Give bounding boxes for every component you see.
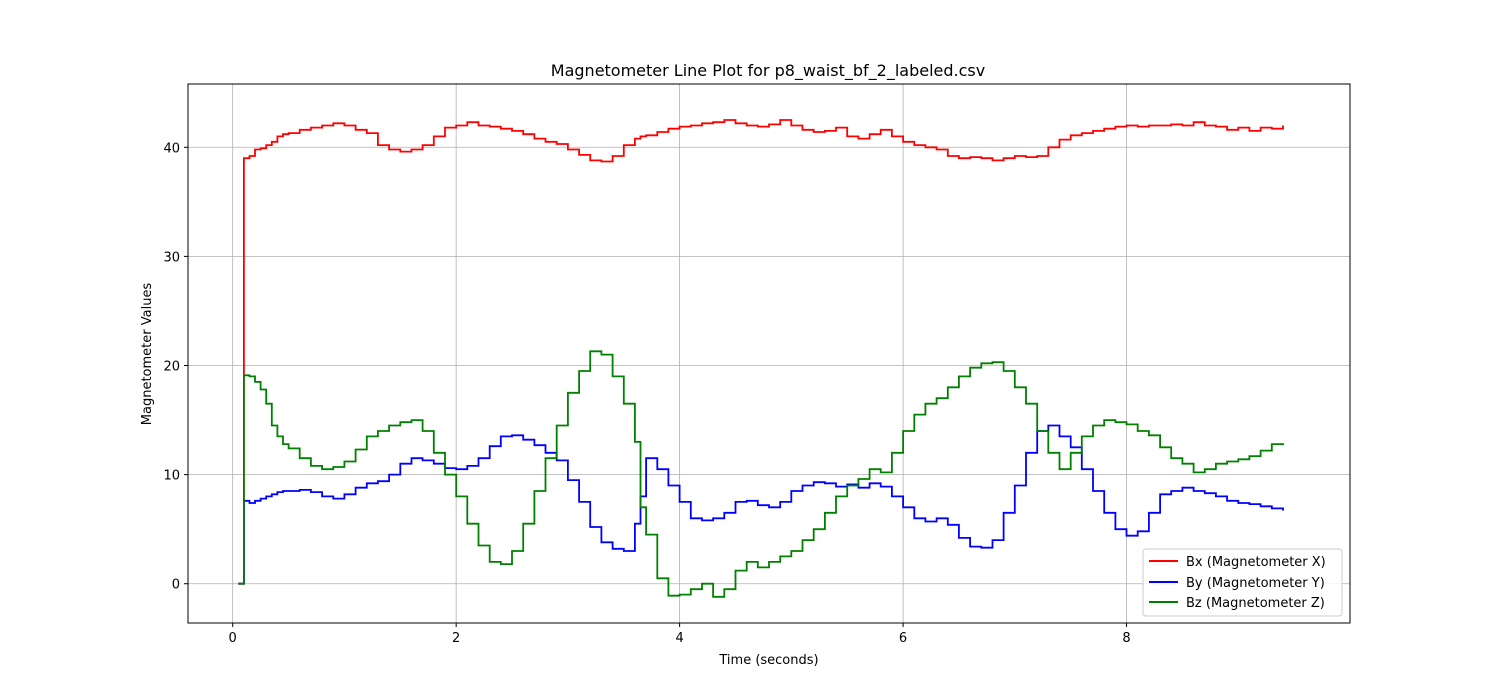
grid: [188, 84, 1350, 623]
y-tick-label: 10: [163, 469, 180, 484]
x-tick-label: 6: [899, 631, 907, 646]
legend: Bx (Magnetometer X) By (Magnetometer Y) …: [1142, 548, 1343, 617]
y-tick-label: 20: [163, 360, 180, 375]
y-tick-label: 30: [163, 250, 180, 265]
legend-label-bx: Bx (Magnetometer X): [1186, 555, 1326, 570]
x-axis-label: Time (seconds): [718, 653, 818, 668]
ticks: 0 2 4 6 8 0 10 20 30 40: [163, 141, 1130, 646]
legend-label-by: By (Magnetometer Y): [1186, 576, 1325, 591]
x-tick-label: 4: [675, 631, 683, 646]
x-tick-label: 0: [229, 631, 237, 646]
series-line-by: [238, 424, 1284, 585]
chart-title: Magnetometer Line Plot for p8_waist_bf_2…: [551, 61, 985, 81]
series-line-bx: [238, 119, 1284, 585]
y-axis-label: Magnetometer Values: [140, 283, 155, 426]
x-tick-label: 2: [452, 631, 460, 646]
legend-label-bz: Bz (Magnetometer Z): [1186, 596, 1325, 611]
y-tick-label: 0: [172, 578, 180, 593]
x-tick-label: 8: [1122, 631, 1130, 646]
series-group: [238, 119, 1284, 598]
y-tick-label: 40: [163, 141, 180, 156]
plot-frame: [187, 83, 1351, 624]
legend-box: [1142, 548, 1343, 617]
series-line-bz: [238, 350, 1284, 598]
